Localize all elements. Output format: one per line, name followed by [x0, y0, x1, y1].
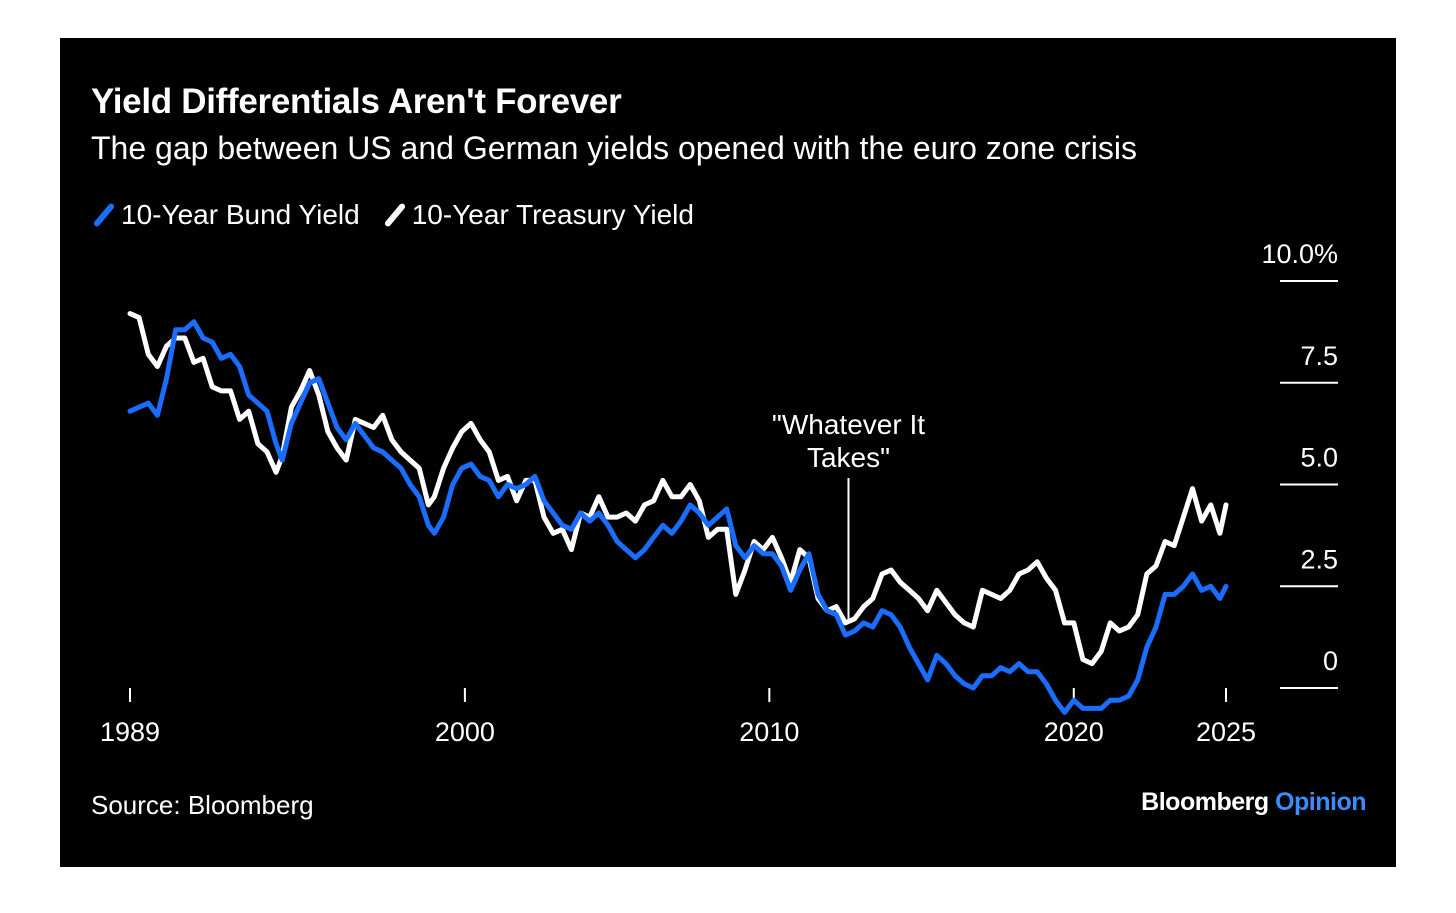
legend-item-treasury: 10-Year Treasury Yield	[382, 199, 694, 231]
annotation-text-1: Takes"	[807, 442, 890, 473]
series-line-bund	[127, 319, 1229, 715]
y-tick-label-3: 2.5	[1300, 544, 1338, 574]
x-tick-label-4: 2025	[1196, 717, 1256, 747]
legend-item-bund: 10-Year Bund Yield	[91, 199, 360, 231]
legend: 10-Year Bund Yield 10-Year Treasury Yiel…	[91, 198, 716, 232]
brand-logo: Bloomberg Opinion	[1141, 788, 1366, 817]
annotation-text-0: "Whatever It	[772, 409, 925, 440]
brand-suffix: Opinion	[1275, 788, 1366, 816]
y-tick-label-1: 7.5	[1300, 341, 1338, 371]
chart-title: Yield Differentials Aren't Forever	[91, 82, 622, 121]
y-tick-label-2: 5.0	[1300, 443, 1338, 473]
y-tick-label-0: 10.0%	[1261, 239, 1338, 269]
x-tick-label-2: 2010	[739, 717, 799, 747]
legend-label-treasury: 10-Year Treasury Yield	[411, 199, 694, 230]
x-tick-label-1: 2000	[435, 717, 495, 747]
legend-label-bund: 10-Year Bund Yield	[121, 199, 360, 230]
chart-panel: Yield Differentials Aren't Forever The g…	[60, 38, 1396, 867]
x-tick-label-3: 2020	[1044, 717, 1104, 747]
x-tick-label-0: 1989	[100, 717, 160, 747]
source-note: Source: Bloomberg	[91, 790, 314, 820]
y-tick-label-4: 0	[1323, 646, 1338, 676]
line-chart: 10.0% 7.5 5.0 2.5 0 1989 2000 2010 2020 2025 "What…	[100, 239, 1338, 747]
brand-name: Bloomberg	[1141, 788, 1269, 816]
chart-subtitle: The gap between US and German yields ope…	[91, 130, 1137, 166]
series-line-treasury	[127, 311, 1229, 667]
